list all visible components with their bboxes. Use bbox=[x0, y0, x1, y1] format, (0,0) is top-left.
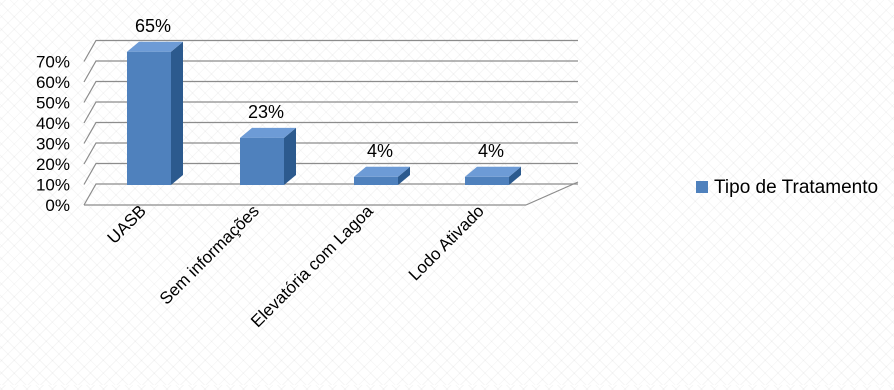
y-tick-label: 50% bbox=[36, 94, 70, 113]
legend-label: Tipo de Tratamento bbox=[714, 177, 878, 198]
gridlines bbox=[83, 39, 578, 206]
gridline bbox=[83, 39, 578, 62]
gridline bbox=[83, 60, 578, 83]
data-label: 4% bbox=[478, 141, 504, 161]
gridline bbox=[83, 142, 578, 165]
gridline bbox=[83, 183, 578, 206]
bar bbox=[465, 176, 509, 185]
gridline bbox=[83, 80, 578, 103]
x-tick-label: Sem informações bbox=[156, 201, 263, 308]
y-tick-label: 0% bbox=[45, 196, 70, 215]
x-tick-label: Lodo Ativado bbox=[405, 201, 488, 284]
bar-side bbox=[398, 166, 410, 185]
bar bbox=[240, 137, 284, 185]
y-tick-label: 30% bbox=[36, 135, 70, 154]
x-tick-label: UASB bbox=[104, 201, 150, 247]
bar-top bbox=[240, 127, 296, 138]
y-tick-label: 20% bbox=[36, 155, 70, 174]
floor-right-edge bbox=[525, 181, 579, 206]
y-tick-label: 10% bbox=[36, 176, 70, 195]
data-label: 23% bbox=[248, 102, 284, 122]
y-tick-label: 40% bbox=[36, 114, 70, 133]
data-label: 65% bbox=[135, 16, 171, 36]
y-tick-label: 60% bbox=[36, 73, 70, 92]
x-tick-label: Elevatória com Lagoa bbox=[247, 201, 377, 331]
data-label: 4% bbox=[367, 141, 393, 161]
gridline bbox=[83, 162, 578, 185]
legend-swatch bbox=[696, 181, 708, 193]
y-tick-label: 70% bbox=[36, 53, 70, 72]
bar-side bbox=[171, 41, 183, 185]
bar bbox=[354, 176, 398, 185]
gridline bbox=[83, 101, 578, 124]
bar bbox=[127, 51, 171, 185]
gridline bbox=[83, 121, 578, 144]
bar-side bbox=[509, 166, 521, 185]
bar-side bbox=[284, 127, 296, 185]
bar-top bbox=[465, 166, 521, 177]
bar-top bbox=[354, 166, 410, 177]
bar-top bbox=[127, 41, 183, 52]
